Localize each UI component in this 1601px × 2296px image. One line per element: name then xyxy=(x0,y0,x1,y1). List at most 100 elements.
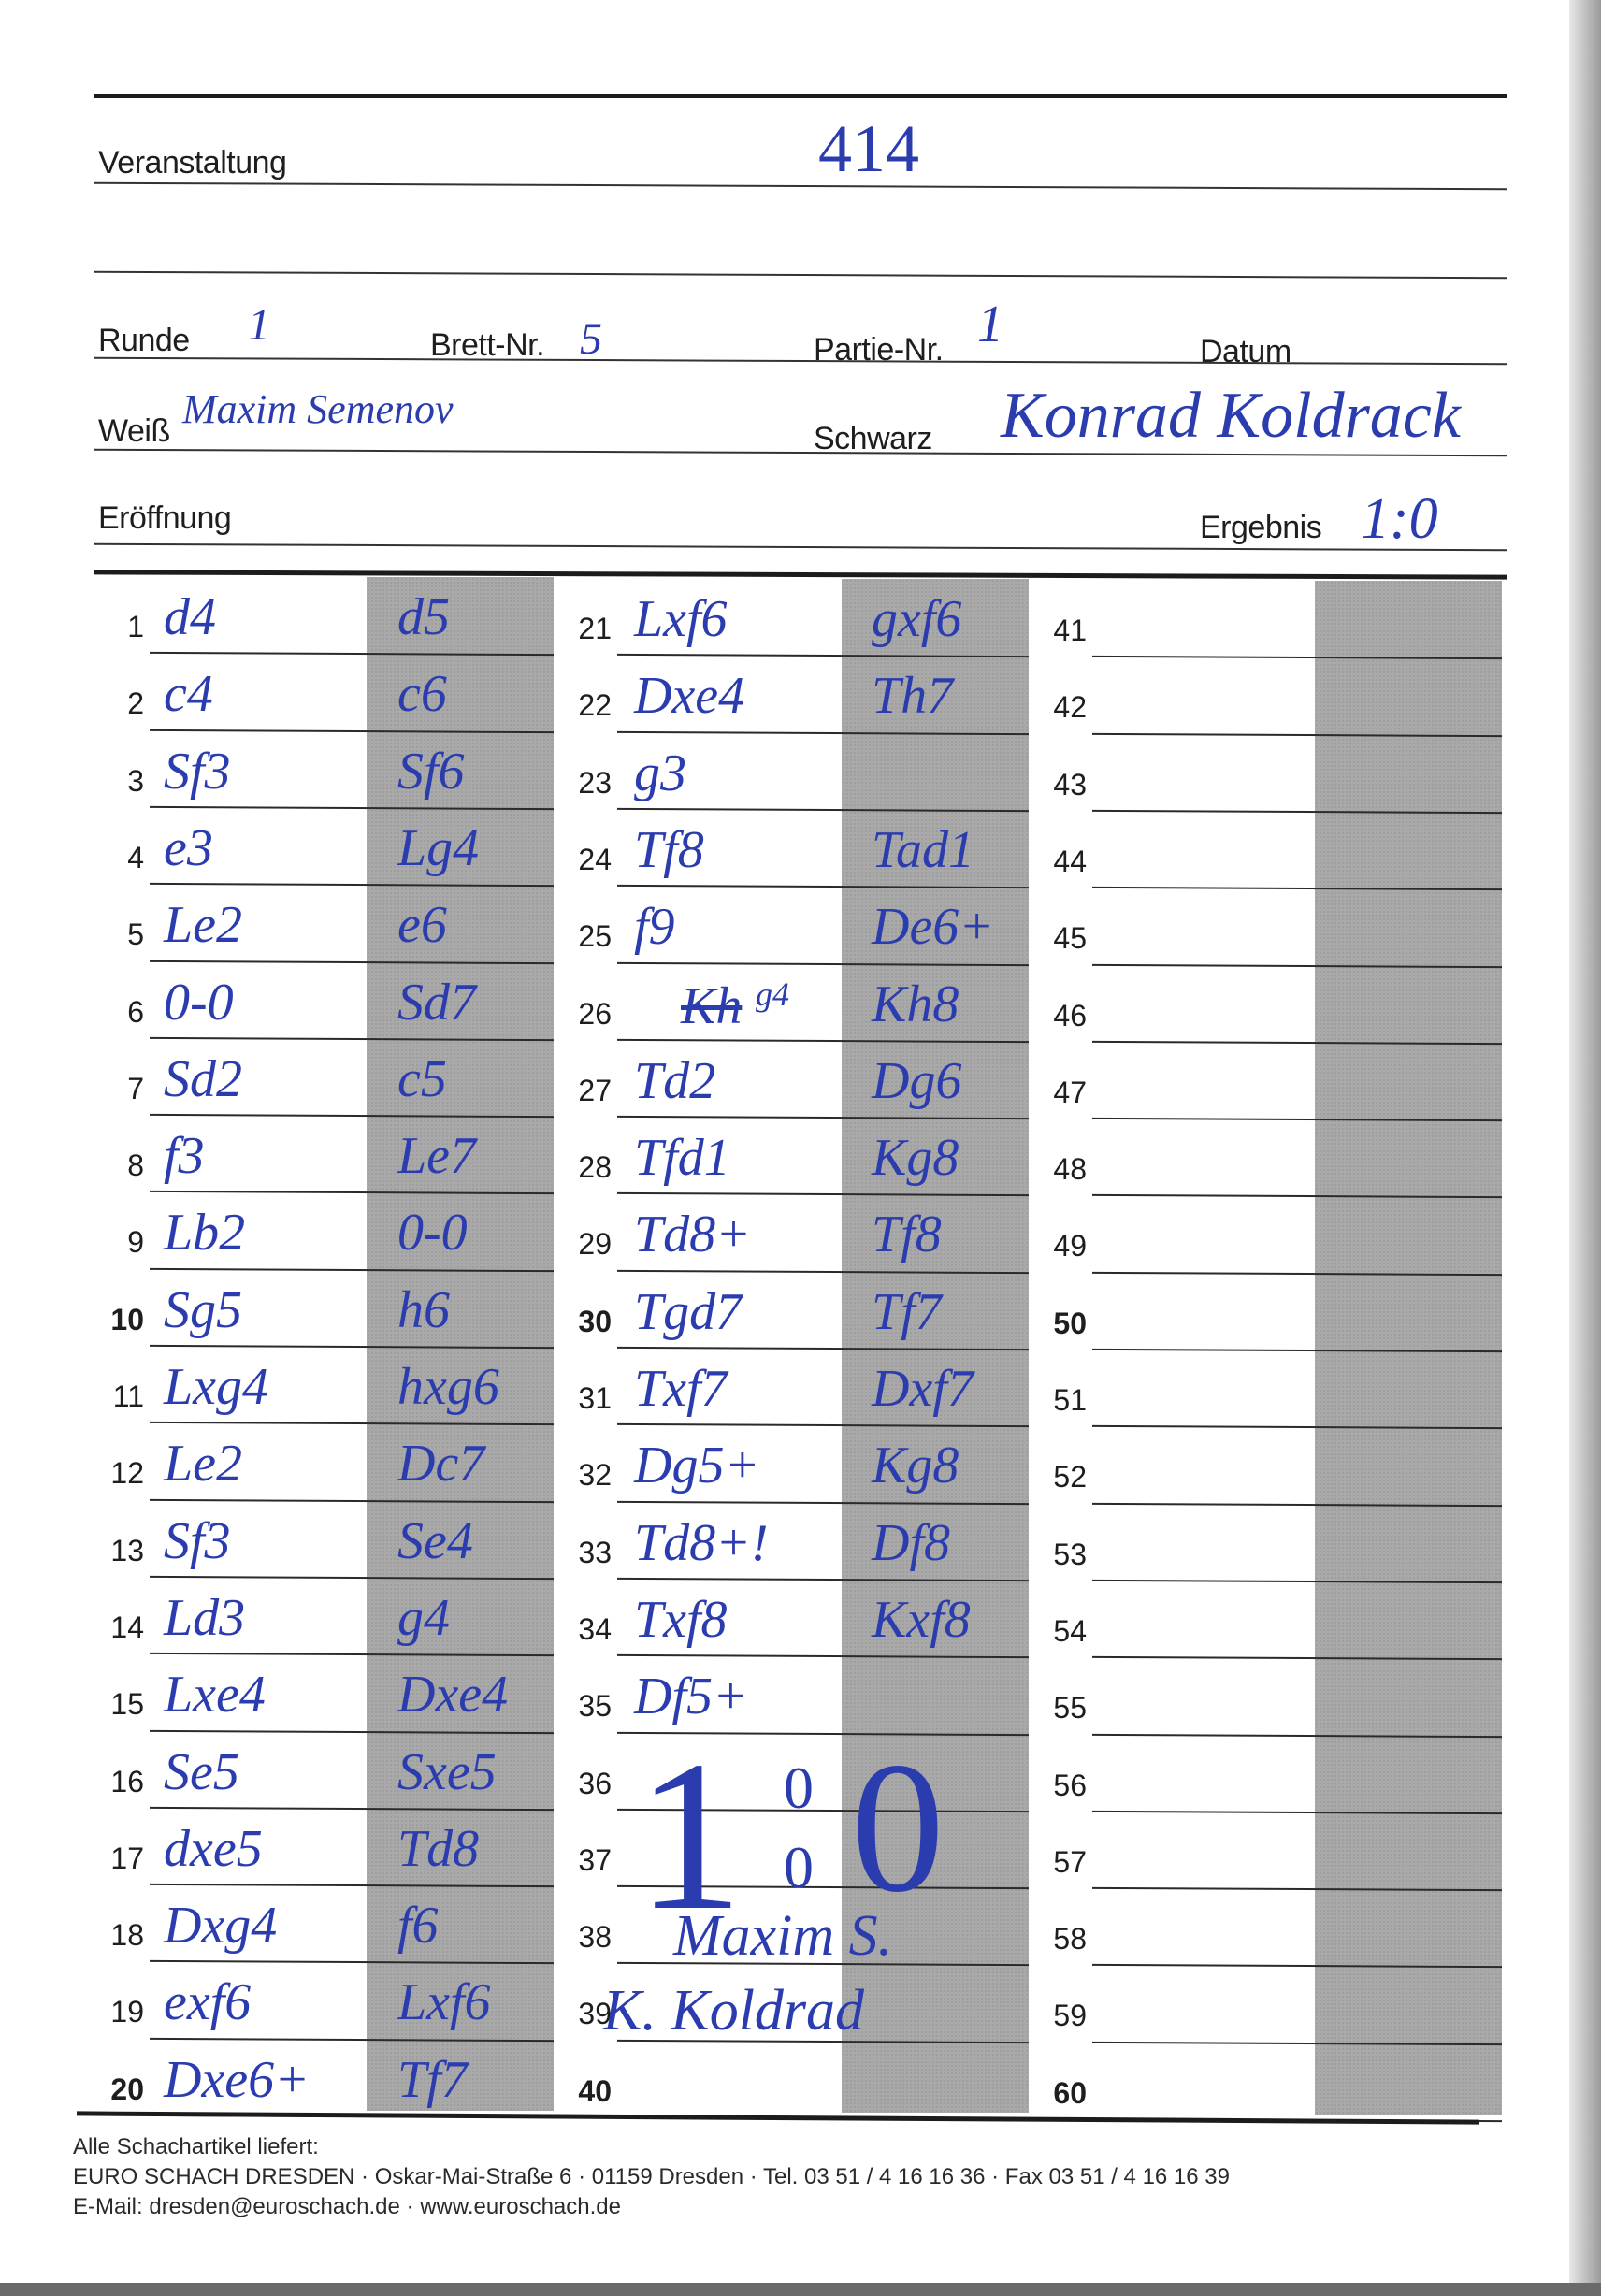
black-column-1 xyxy=(367,577,554,2111)
move-number: 19 xyxy=(110,1995,144,2029)
result-mark-zero-big: 0 xyxy=(851,1725,945,1931)
move-number: 41 xyxy=(1053,614,1087,647)
black-move: gxf6 xyxy=(872,590,962,648)
round-value: 1 xyxy=(248,300,270,350)
white-move: Tfd1 xyxy=(634,1129,730,1188)
black-label: Schwarz xyxy=(814,421,932,456)
move-number: 60 xyxy=(1053,2075,1087,2110)
move-number: 58 xyxy=(1053,1922,1087,1957)
table-bottom-rule xyxy=(76,2111,1480,2125)
white-move: g4 xyxy=(756,975,789,1013)
move-number: 7 xyxy=(127,1071,144,1105)
move-number: 20 xyxy=(110,2072,144,2106)
move-number: 36 xyxy=(578,1766,612,1800)
move-number: 22 xyxy=(578,688,612,723)
footer-supplier-note: Alle Schachartikel liefert: xyxy=(73,2134,319,2159)
white-move: Dxe6+ xyxy=(164,2050,310,2109)
move-number: 52 xyxy=(1053,1460,1087,1495)
move-number: 45 xyxy=(1053,921,1087,956)
black-move: Dxf7 xyxy=(872,1360,974,1418)
move-number: 8 xyxy=(127,1148,144,1183)
move-number: 2 xyxy=(127,686,144,721)
move-number: 21 xyxy=(578,612,612,645)
black-move: Se4 xyxy=(397,1511,473,1570)
black-move: Dxe4 xyxy=(397,1666,509,1725)
move-number: 26 xyxy=(578,996,612,1031)
move-number: 46 xyxy=(1053,998,1087,1032)
move-number: 32 xyxy=(578,1458,612,1493)
white-move: Td8+! xyxy=(634,1513,769,1572)
white-move: Sg5 xyxy=(164,1280,242,1339)
move-number: 39 xyxy=(578,1997,612,2031)
black-move: Tf7 xyxy=(872,1282,942,1341)
white-move: d4 xyxy=(164,588,216,646)
move-number: 51 xyxy=(1053,1383,1087,1417)
white-move: Tgd7 xyxy=(634,1282,743,1341)
black-move: Sf6 xyxy=(397,742,465,801)
white-move: Dxg4 xyxy=(164,1897,278,1956)
black-move: hxg6 xyxy=(397,1358,499,1416)
black-move: Sd7 xyxy=(397,973,476,1032)
white-move: Dxe4 xyxy=(634,667,745,726)
scan-bottom-edge xyxy=(0,2283,1601,2296)
white-move-struck: Kh xyxy=(681,976,743,1035)
signature-white: Maxim S. xyxy=(673,1904,893,1968)
move-number: 53 xyxy=(1053,1537,1087,1571)
move-number: 27 xyxy=(578,1073,612,1107)
event-label: Veranstaltung xyxy=(98,145,287,181)
event-line xyxy=(94,181,1507,191)
move-number: 18 xyxy=(110,1918,144,1953)
black-move: f6 xyxy=(397,1897,439,1956)
black-move: Kg8 xyxy=(872,1129,959,1188)
white-move: f3 xyxy=(164,1127,205,1186)
white-move: g3 xyxy=(634,744,686,802)
blank-line xyxy=(94,270,1507,280)
white-move: Sf3 xyxy=(164,1511,231,1570)
white-move: Df5+ xyxy=(634,1668,748,1726)
move-number: 48 xyxy=(1053,1152,1087,1187)
black-move: Sxe5 xyxy=(397,1742,497,1801)
black-move: Dc7 xyxy=(397,1435,485,1494)
move-number: 30 xyxy=(578,1304,612,1338)
date-label: Datum xyxy=(1200,334,1291,369)
scan-edge xyxy=(1569,0,1601,2296)
white-player-name: Maxim Semenov xyxy=(182,386,454,432)
move-number: 29 xyxy=(578,1227,612,1262)
white-move: Le2 xyxy=(164,1435,242,1494)
black-move: Kh8 xyxy=(872,975,959,1033)
table-top-rule xyxy=(93,570,1508,580)
round-label: Runde xyxy=(98,323,190,358)
result-value: 1:0 xyxy=(1361,487,1438,551)
black-move: c6 xyxy=(397,665,447,724)
move-number: 16 xyxy=(110,1764,144,1798)
result-mark-one: 1 xyxy=(636,1716,743,1955)
white-move: 0-0 xyxy=(164,973,234,1032)
move-number: 35 xyxy=(578,1689,612,1724)
move-number: 23 xyxy=(578,765,612,800)
black-move: Df8 xyxy=(872,1513,950,1572)
move-number: 50 xyxy=(1053,1306,1087,1340)
game-label: Partie-Nr. xyxy=(814,332,944,368)
black-move: d5 xyxy=(397,588,450,646)
move-number: 40 xyxy=(578,2073,612,2108)
move-number: 11 xyxy=(112,1379,144,1413)
move-number: 59 xyxy=(1053,1999,1087,2033)
row-line xyxy=(149,1422,555,1426)
black-move: Kg8 xyxy=(872,1437,959,1495)
result-mark-zero-a: 0 xyxy=(784,1754,814,1821)
board-label: Brett-Nr. xyxy=(430,327,545,363)
white-move: Td2 xyxy=(634,1051,716,1110)
footer-address: EURO SCHACH DRESDEN · Oskar-Mai-Straße 6… xyxy=(73,2164,1230,2189)
black-move: Tf8 xyxy=(872,1206,942,1264)
move-number: 9 xyxy=(127,1225,144,1260)
round-line xyxy=(94,356,1507,366)
move-number: 57 xyxy=(1053,1844,1087,1879)
move-number: 5 xyxy=(127,917,144,952)
white-move: e3 xyxy=(164,818,213,877)
result-label: Ergebnis xyxy=(1200,510,1322,545)
white-move: Le2 xyxy=(164,896,242,955)
white-move: Lxg4 xyxy=(164,1358,268,1416)
move-number: 38 xyxy=(578,1920,612,1955)
move-number: 31 xyxy=(578,1381,612,1415)
black-move: Dg6 xyxy=(872,1051,962,1110)
